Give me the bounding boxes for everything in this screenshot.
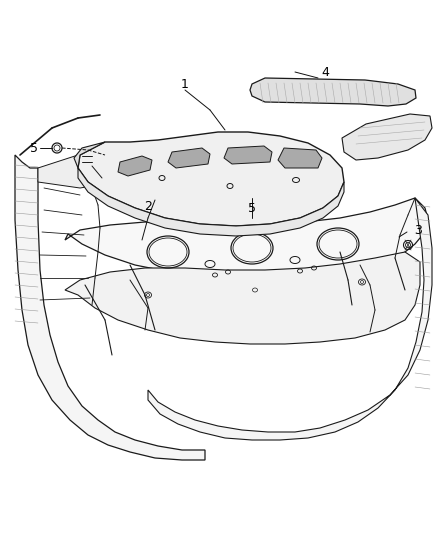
Polygon shape <box>278 148 322 168</box>
Text: 1: 1 <box>181 77 189 91</box>
Polygon shape <box>342 114 432 160</box>
Polygon shape <box>65 252 420 344</box>
Text: 3: 3 <box>414 223 422 237</box>
Polygon shape <box>78 132 344 226</box>
Text: 4: 4 <box>321 66 329 78</box>
Polygon shape <box>224 146 272 164</box>
Polygon shape <box>74 142 105 168</box>
Polygon shape <box>65 198 428 278</box>
Polygon shape <box>168 148 210 168</box>
Text: 5: 5 <box>248 201 256 214</box>
Text: 5: 5 <box>30 141 38 155</box>
Polygon shape <box>118 156 152 176</box>
Polygon shape <box>250 78 416 106</box>
Polygon shape <box>15 155 205 460</box>
Polygon shape <box>78 168 344 236</box>
Polygon shape <box>38 150 110 188</box>
Polygon shape <box>148 198 432 440</box>
Text: 2: 2 <box>144 200 152 214</box>
